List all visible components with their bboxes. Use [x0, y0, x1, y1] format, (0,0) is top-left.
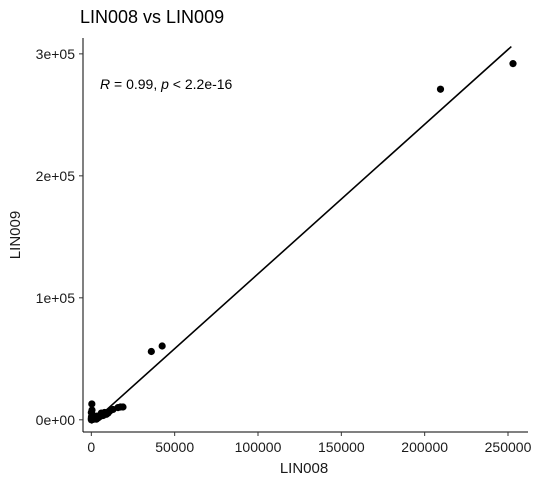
- data-point: [87, 414, 95, 422]
- data-point: [147, 347, 155, 356]
- x-axis-title: LIN008: [280, 460, 328, 477]
- y-tick-label: 3e+05: [36, 46, 76, 62]
- y-tick-label: 2e+05: [36, 168, 76, 184]
- plot-marks: [87, 45, 517, 425]
- axes: 0 50000 100000 150000 200000 250000 0e+00 1e+05…: [36, 38, 532, 455]
- x-tick-label: 50000: [155, 439, 194, 455]
- annotation-r-symbol: R: [100, 76, 110, 92]
- regression-line: [90, 45, 512, 425]
- annotation-r-text: = 0.99,: [110, 76, 161, 92]
- data-point: [436, 85, 445, 93]
- x-tick-label: 150000: [318, 439, 365, 455]
- annotation-p-symbol: p: [160, 76, 169, 92]
- y-axis-title: LIN009: [7, 211, 24, 259]
- data-point: [158, 342, 166, 350]
- data-point: [509, 60, 517, 68]
- annotation-p-text: < 2.2e-16: [169, 76, 233, 92]
- x-tick-label: 100000: [235, 439, 282, 455]
- y-tick-label: 0e+00: [36, 412, 76, 428]
- data-point: [87, 408, 95, 417]
- x-tick-label: 250000: [485, 439, 532, 455]
- y-tick-label: 1e+05: [36, 290, 76, 306]
- x-tick-label: 0: [87, 439, 95, 455]
- chart-title: LIN008 vs LIN009: [80, 7, 224, 27]
- correlation-annotation: R = 0.99, p < 2.2e-16: [100, 76, 233, 92]
- data-point: [88, 400, 96, 408]
- x-tick-label: 200000: [401, 439, 448, 455]
